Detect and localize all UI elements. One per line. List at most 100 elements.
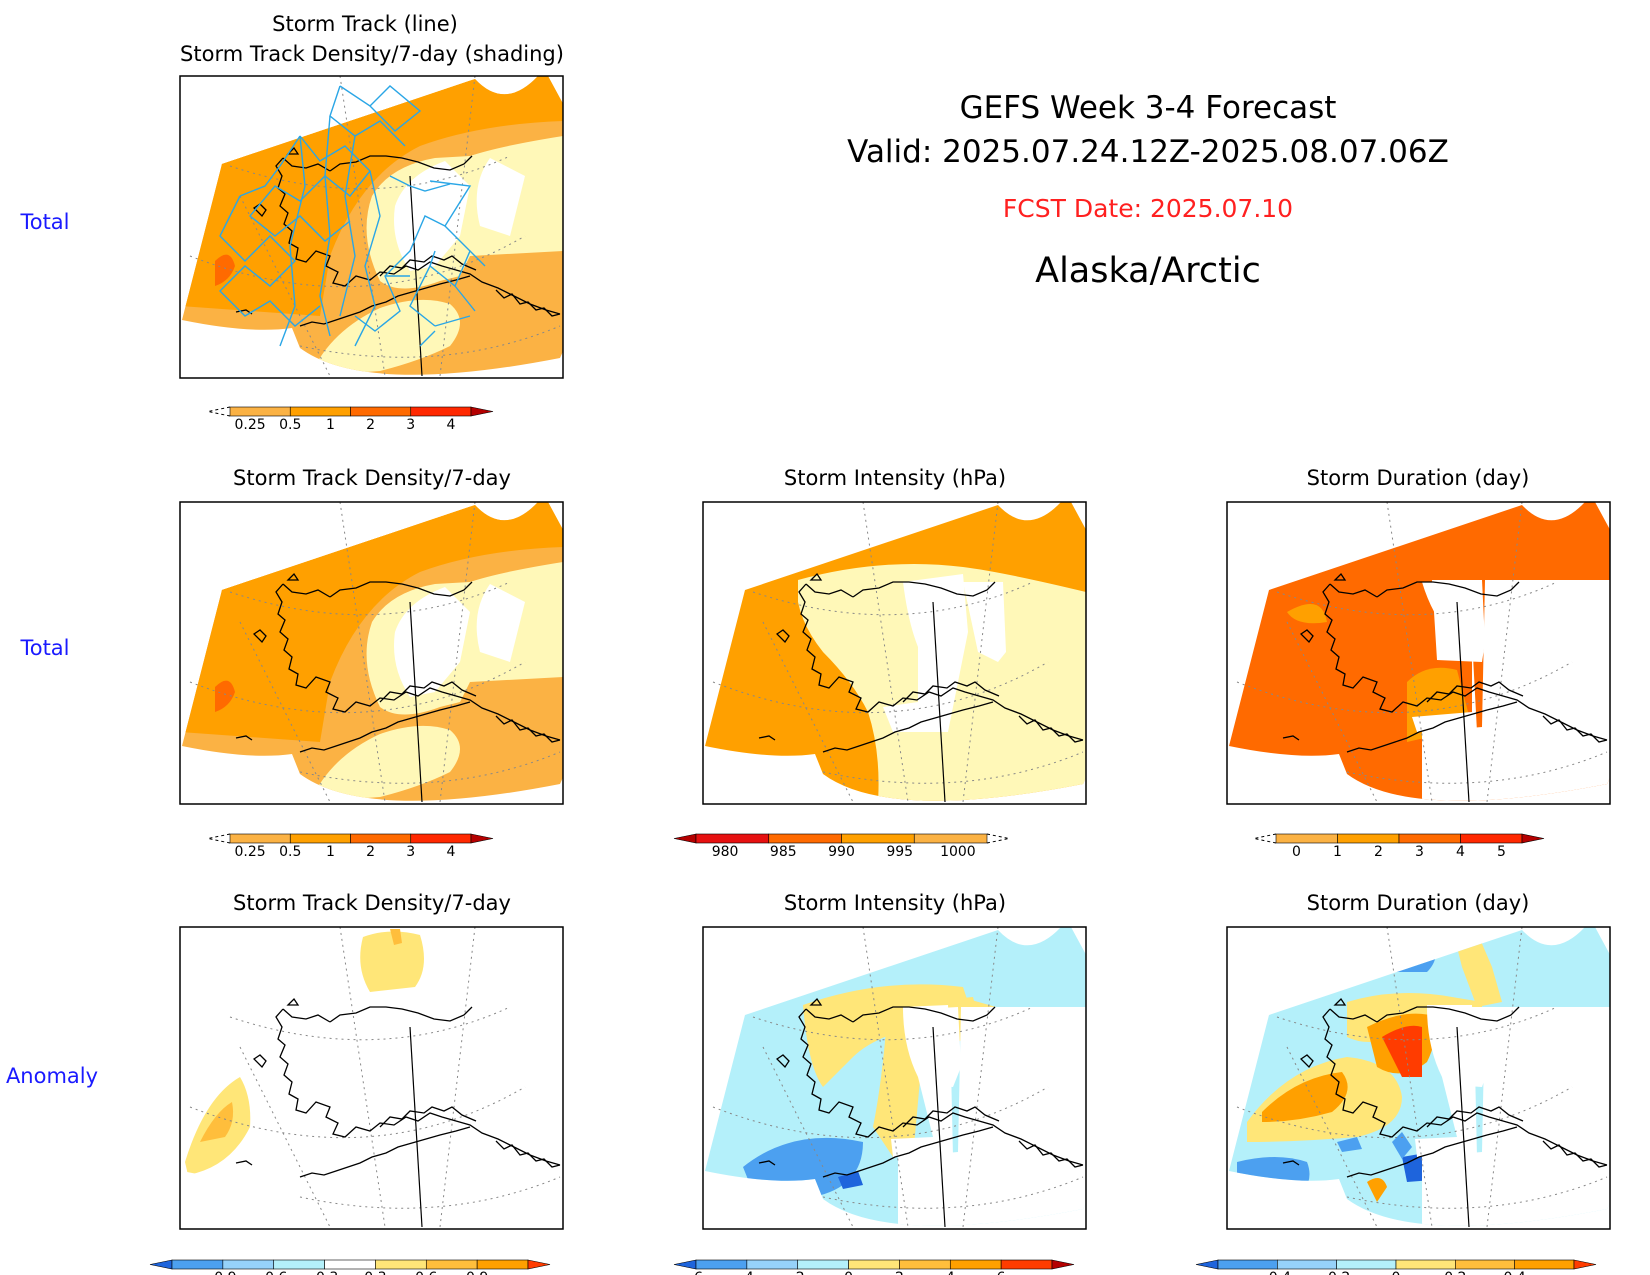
- row-label-2: Total: [19, 636, 69, 660]
- colorbar-tick-label: 980: [712, 844, 739, 860]
- fcst-date: FCST Date: 2025.07.10: [1003, 194, 1293, 223]
- colorbar-segment: [1000, 1259, 1053, 1270]
- colorbar-segment: [1398, 833, 1461, 844]
- colorbar-tick-label: 1000: [940, 844, 976, 860]
- colorbar-segment: [913, 833, 988, 844]
- colorbar-segment: [222, 1259, 275, 1270]
- colorbar-tick-label: 2: [366, 844, 375, 860]
- colorbar-tick-label: 1: [326, 844, 335, 860]
- colorbar-end-left: [1195, 1259, 1219, 1270]
- panel-density-anomaly: Storm Track Density/7-day -0.9 -0.6 -0.3 0.…: [149, 891, 564, 1275]
- header-line1: GEFS Week 3-4 Forecast: [960, 90, 1337, 126]
- colorbar-tick-label: 995: [886, 844, 913, 860]
- colorbar-tick-label: 1: [1333, 844, 1342, 860]
- colorbar-tick-label: -0.9: [209, 1270, 236, 1275]
- colorbar-tick-label: 3: [406, 417, 415, 433]
- colorbar-tick-label: 0.5: [279, 417, 301, 433]
- colorbar: -0.4 -0.2 0 0.2 0.4: [1195, 1259, 1597, 1275]
- colorbar-segment: [746, 1259, 799, 1270]
- map: [1226, 926, 1611, 1230]
- colorbar-segment: [1395, 1259, 1456, 1270]
- colorbar-end-left: [207, 833, 231, 844]
- colorbar-tick-label: 4: [446, 844, 455, 860]
- panel-track: Storm Track (line) Storm Track Density/7…: [179, 12, 564, 433]
- panel-density: Storm Track Density/7-day 0.25 0.5 1 2 3 4: [179, 466, 564, 860]
- colorbar-segment: [1277, 1259, 1337, 1270]
- colorbar-segment: [410, 833, 472, 844]
- panel-intensity: Storm Intensity (hPa) 980 985 990 995 1000: [673, 466, 1087, 860]
- colorbar: 0.25 0.5 1 2 3 4: [207, 406, 494, 433]
- colorbar-tick-label: 0.25: [234, 844, 265, 860]
- colorbar-end-right: [1051, 1259, 1075, 1270]
- panel-title: Storm Duration (day): [1307, 466, 1530, 490]
- colorbar-segment: [848, 1259, 900, 1270]
- colorbar-segment: [768, 833, 842, 844]
- panel-title: Storm Intensity (hPa): [784, 466, 1006, 490]
- panel-title: Storm Duration (day): [1307, 891, 1530, 915]
- colorbar-tick-label: 0.9: [466, 1270, 488, 1275]
- colorbar-end-right: [1573, 1259, 1597, 1270]
- panel-title: Storm Intensity (hPa): [784, 891, 1006, 915]
- colorbar-tick-label: 2: [366, 417, 375, 433]
- colorbar-segment: [1217, 1259, 1278, 1270]
- colorbar-segment: [324, 1259, 376, 1270]
- panel-duration: Storm Duration (day) 0 1 2 3 4 5: [1226, 466, 1611, 860]
- colorbar: 980 985 990 995 1000: [673, 833, 1010, 860]
- colorbar-tick-label: 4: [446, 417, 455, 433]
- row-label-1: Total: [19, 210, 69, 234]
- panel-duration-anomaly: Storm Duration (day) -0.4 -0.2 0 0.2 0.4: [1195, 891, 1611, 1275]
- colorbar-segment: [1337, 833, 1400, 844]
- colorbar-tick-label: 0.5: [279, 844, 301, 860]
- colorbar-tick-label: -0.2: [1323, 1270, 1350, 1275]
- colorbar-tick-label: 3: [1415, 844, 1424, 860]
- map: [702, 501, 1087, 805]
- colorbar-tick-label: 5: [1497, 844, 1506, 860]
- colorbar-segment: [695, 1259, 748, 1270]
- region-name: Alaska/Arctic: [1035, 251, 1261, 291]
- colorbar-end-left: [1253, 833, 1277, 844]
- colorbar-segment: [899, 1259, 951, 1270]
- colorbar-segment: [171, 1259, 224, 1270]
- colorbar-tick-label: 0.6: [415, 1270, 437, 1275]
- colorbar-tick-label: 2: [1374, 844, 1383, 860]
- colorbar-end-right: [1521, 833, 1545, 844]
- panel-title: Storm Track (line): [272, 12, 458, 36]
- colorbar-tick-label: -0.6: [260, 1270, 287, 1275]
- colorbar-tick-label: -4: [740, 1270, 754, 1275]
- colorbar-tick-label: 0: [1292, 844, 1301, 860]
- colorbar-segment: [229, 833, 291, 844]
- map: [179, 75, 564, 379]
- colorbar-tick-label: 0.25: [234, 417, 265, 433]
- colorbar-end-right: [527, 1259, 551, 1270]
- colorbar: 0 1 2 3 4 5: [1253, 833, 1545, 860]
- panel-title: Storm Track Density/7-day: [233, 891, 511, 915]
- panel-title: Storm Track Density/7-day: [233, 466, 511, 490]
- colorbar-end-right: [986, 833, 1010, 844]
- colorbar: -6 -4 -2 0 2 4 6: [673, 1259, 1075, 1275]
- colorbar-end-left: [673, 1259, 697, 1270]
- colorbar-segment: [1514, 1259, 1575, 1270]
- colorbar-segment: [350, 406, 412, 417]
- map: [179, 926, 564, 1230]
- colorbar-tick-label: 6: [997, 1270, 1006, 1275]
- colorbar-segment: [476, 1259, 529, 1270]
- colorbar-segment: [1275, 833, 1338, 844]
- colorbar-tick-label: -0.3: [311, 1270, 338, 1275]
- colorbar-segment: [410, 406, 472, 417]
- colorbar-tick-label: 4: [946, 1270, 955, 1275]
- map: [179, 501, 564, 805]
- colorbar-segment: [841, 833, 915, 844]
- colorbar-segment: [1455, 1259, 1515, 1270]
- panel-subtitle: Storm Track Density/7-day (shading): [180, 42, 564, 66]
- colorbar-tick-label: 0: [1392, 1270, 1401, 1275]
- colorbar-segment: [350, 833, 412, 844]
- colorbar-end-right: [470, 406, 494, 417]
- colorbar-tick-label: 985: [770, 844, 797, 860]
- colorbar-tick-label: 3: [406, 844, 415, 860]
- colorbar-tick-label: 0: [844, 1270, 853, 1275]
- colorbar-tick-label: 1: [326, 417, 335, 433]
- colorbar-tick-label: 0.4: [1504, 1270, 1526, 1275]
- map: [702, 926, 1087, 1230]
- colorbar-segment: [273, 1259, 325, 1270]
